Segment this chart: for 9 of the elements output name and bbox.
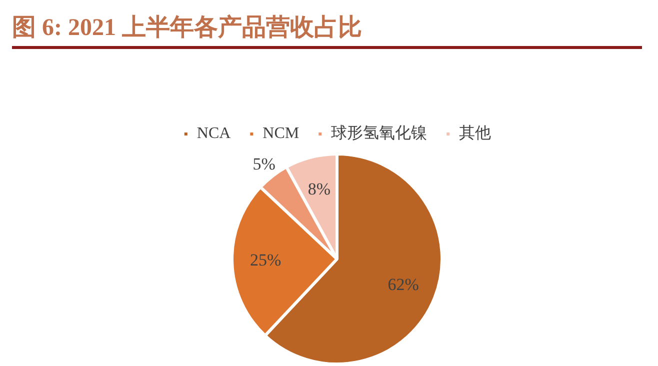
legend-label: NCM [262,125,300,142]
data-label: 5% [252,154,276,174]
data-label: 62% [388,274,419,294]
chart-title: 图 6: 2021 上半年各产品营收占比 [12,14,642,49]
data-label: 8% [308,179,331,198]
legend-label: 其他 [459,124,492,142]
legend-label: 球形氢氧化镍 [331,124,428,142]
data-label: 25% [250,250,282,270]
legend-label: NCA [196,125,232,142]
